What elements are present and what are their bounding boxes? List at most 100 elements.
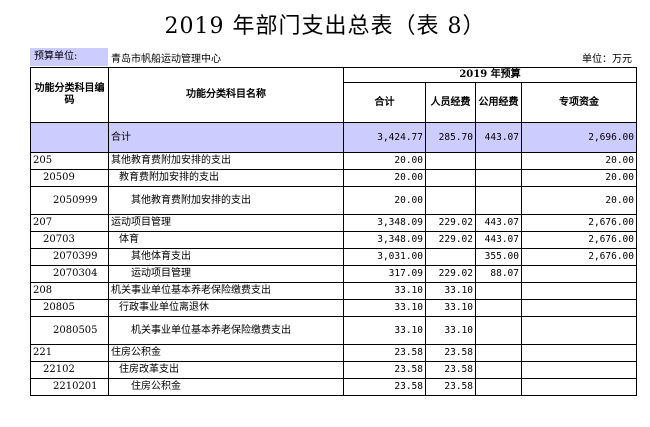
table-row: 2070304 运动项目管理 317.09 229.02 88.07 <box>30 265 637 283</box>
row-personnel: 33.10 <box>425 316 476 345</box>
row-code: 2050999 <box>30 186 109 215</box>
table-row: 20703 体育 3,348.09 229.02 443.07 2,676.00 <box>30 231 637 249</box>
header-personnel: 人员经费 <box>425 82 476 123</box>
row-public <box>475 186 522 215</box>
row-total: 3,348.09 <box>343 214 426 232</box>
row-name: 体育 <box>108 231 344 249</box>
row-public <box>475 169 522 187</box>
row-personnel <box>425 248 476 266</box>
row-code: 2070304 <box>30 265 109 283</box>
row-total: 23.58 <box>343 344 426 362</box>
row-special <box>521 265 637 283</box>
row-code: 22102 <box>30 361 109 379</box>
row-personnel <box>425 152 476 170</box>
row-special: 20.00 <box>521 152 637 170</box>
page-title: 2019 年部门支出总表（表 8） <box>164 14 486 39</box>
row-personnel: 229.02 <box>425 214 476 232</box>
header-code: 功能分类科目编码 <box>30 67 109 123</box>
row-total: 33.10 <box>343 299 426 317</box>
row-special <box>521 361 637 379</box>
row-public <box>475 361 522 379</box>
header-total: 合计 <box>343 82 426 123</box>
row-special: 20.00 <box>521 169 637 187</box>
row-code: 207 <box>30 214 109 232</box>
row-personnel: 33.10 <box>425 282 476 300</box>
row-total: 23.58 <box>343 361 426 379</box>
row-special <box>521 344 637 362</box>
header-budget-group: 2019 年预算 <box>343 67 637 83</box>
table-row: 20805 行政事业单位离退休 33.10 33.10 <box>30 299 637 317</box>
row-name: 其他体育支出 <box>108 248 344 266</box>
row-public <box>475 299 522 317</box>
row-name: 其他教育费附加安排的支出 <box>108 186 344 215</box>
row-total: 20.00 <box>343 152 426 170</box>
row-personnel: 229.02 <box>425 265 476 283</box>
table-row: 20509 教育费附加安排的支出 20.00 20.00 <box>30 169 637 187</box>
total-name: 合计 <box>108 122 344 153</box>
row-personnel: 23.58 <box>425 344 476 362</box>
table-row: 208 机关事业单位基本养老保险缴费支出 33.10 33.10 <box>30 282 637 300</box>
row-personnel <box>425 186 476 215</box>
row-total: 33.10 <box>343 316 426 345</box>
row-code: 2080505 <box>30 316 109 345</box>
row-personnel: 33.10 <box>425 299 476 317</box>
expenditure-table: 功能分类科目编码 功能分类科目名称 2019 年预算 合计 人员经费 公用经费 … <box>30 67 637 396</box>
currency-unit: 单位：万元 <box>582 54 632 65</box>
table-row: 22102 住房改革支出 23.58 23.58 <box>30 361 637 379</box>
row-public <box>475 378 522 396</box>
row-public: 88.07 <box>475 265 522 283</box>
total-personnel: 285.70 <box>425 122 476 153</box>
table-row: 221 住房公积金 23.58 23.58 <box>30 344 637 362</box>
row-name: 机关事业单位基本养老保险缴费支出 <box>108 316 344 345</box>
row-code: 205 <box>30 152 109 170</box>
table-row: 205 其他教育费附加安排的支出 20.00 20.00 <box>30 152 637 170</box>
header-name: 功能分类科目名称 <box>108 67 344 123</box>
total-special: 2,696.00 <box>521 122 637 153</box>
row-public: 443.07 <box>475 214 522 232</box>
header-special: 专项资金 <box>521 82 637 123</box>
row-name: 住房公积金 <box>108 344 344 362</box>
row-code: 2210201 <box>30 378 109 396</box>
row-name: 行政事业单位离退休 <box>108 299 344 317</box>
row-name: 运动项目管理 <box>108 265 344 283</box>
table-row: 2050999 其他教育费附加安排的支出 20.00 20.00 <box>30 186 637 215</box>
total-public: 443.07 <box>475 122 522 153</box>
row-name: 机关事业单位基本养老保险缴费支出 <box>108 282 344 300</box>
total-sum: 3,424.77 <box>343 122 426 153</box>
row-special: 2,676.00 <box>521 214 637 232</box>
row-personnel: 229.02 <box>425 231 476 249</box>
table-row: 2210201 住房公积金 23.58 23.58 <box>30 378 637 396</box>
total-code <box>30 122 109 153</box>
row-special: 20.00 <box>521 186 637 215</box>
row-total: 33.10 <box>343 282 426 300</box>
row-code: 20509 <box>30 169 109 187</box>
row-total: 20.00 <box>343 186 426 215</box>
row-public: 443.07 <box>475 231 522 249</box>
row-personnel: 23.58 <box>425 378 476 396</box>
row-name: 运动项目管理 <box>108 214 344 232</box>
row-public: 355.00 <box>475 248 522 266</box>
budget-unit-label: 预算单位: <box>30 48 108 66</box>
row-code: 2070399 <box>30 248 109 266</box>
row-public <box>475 344 522 362</box>
row-code: 20703 <box>30 231 109 249</box>
row-code: 208 <box>30 282 109 300</box>
row-personnel: 23.58 <box>425 361 476 379</box>
row-name: 住房公积金 <box>108 378 344 396</box>
row-special <box>521 299 637 317</box>
table-row: 207 运动项目管理 3,348.09 229.02 443.07 2,676.00 <box>30 214 637 232</box>
row-total: 20.00 <box>343 169 426 187</box>
row-public <box>475 152 522 170</box>
row-public <box>475 282 522 300</box>
row-public <box>475 316 522 345</box>
row-special: 2,676.00 <box>521 248 637 266</box>
row-name: 教育费附加安排的支出 <box>108 169 344 187</box>
table-row: 2080505 机关事业单位基本养老保险缴费支出 33.10 33.10 <box>30 316 637 345</box>
total-row: 合计 3,424.77 285.70 443.07 2,696.00 <box>30 122 637 153</box>
row-total: 3,348.09 <box>343 231 426 249</box>
row-total: 23.58 <box>343 378 426 396</box>
row-special <box>521 316 637 345</box>
row-personnel <box>425 169 476 187</box>
table-row: 2070399 其他体育支出 3,031.00 355.00 2,676.00 <box>30 248 637 266</box>
row-special: 2,676.00 <box>521 231 637 249</box>
